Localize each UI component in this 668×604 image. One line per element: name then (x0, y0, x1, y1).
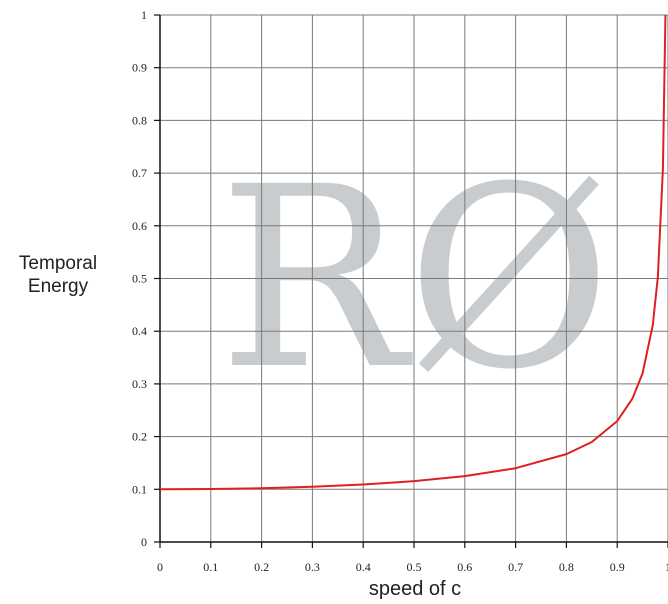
y-tick-label: 0.9 (132, 61, 147, 75)
y-tick-label: 0.2 (132, 430, 147, 444)
x-tick-label: 0.9 (610, 560, 625, 574)
x-tick-label: 0.7 (508, 560, 523, 574)
y-tick-label: 0 (141, 535, 147, 549)
y-tick-label: 0.5 (132, 272, 147, 286)
y-axis-label: Temporal Energy (6, 252, 110, 298)
x-tick-label: 0.8 (559, 560, 574, 574)
x-tick-label: 0.2 (254, 560, 269, 574)
x-tick-label: 0.5 (407, 560, 422, 574)
y-tick-label: 0.4 (132, 324, 147, 338)
y-tick-label: 0.1 (132, 482, 147, 496)
x-tick-label: 1 (665, 560, 668, 574)
y-tick-label: 0.3 (132, 377, 147, 391)
y-tick-label: 1 (141, 8, 147, 22)
y-tick-label: 0.7 (132, 166, 147, 180)
x-tick-label: 0.4 (356, 560, 371, 574)
x-tick-label: 0.3 (305, 560, 320, 574)
x-tick-label: 0.6 (457, 560, 472, 574)
x-tick-label: 0.1 (203, 560, 218, 574)
y-tick-label: 0.8 (132, 113, 147, 127)
y-tick-label: 0.6 (132, 219, 147, 233)
series-line (160, 15, 667, 491)
x-tick-label: 0 (157, 560, 163, 574)
y-axis-label-line-1: Temporal (18, 253, 98, 274)
x-axis-label: speed of c (368, 578, 462, 600)
y-axis-label-line-2: Energy (27, 276, 89, 297)
